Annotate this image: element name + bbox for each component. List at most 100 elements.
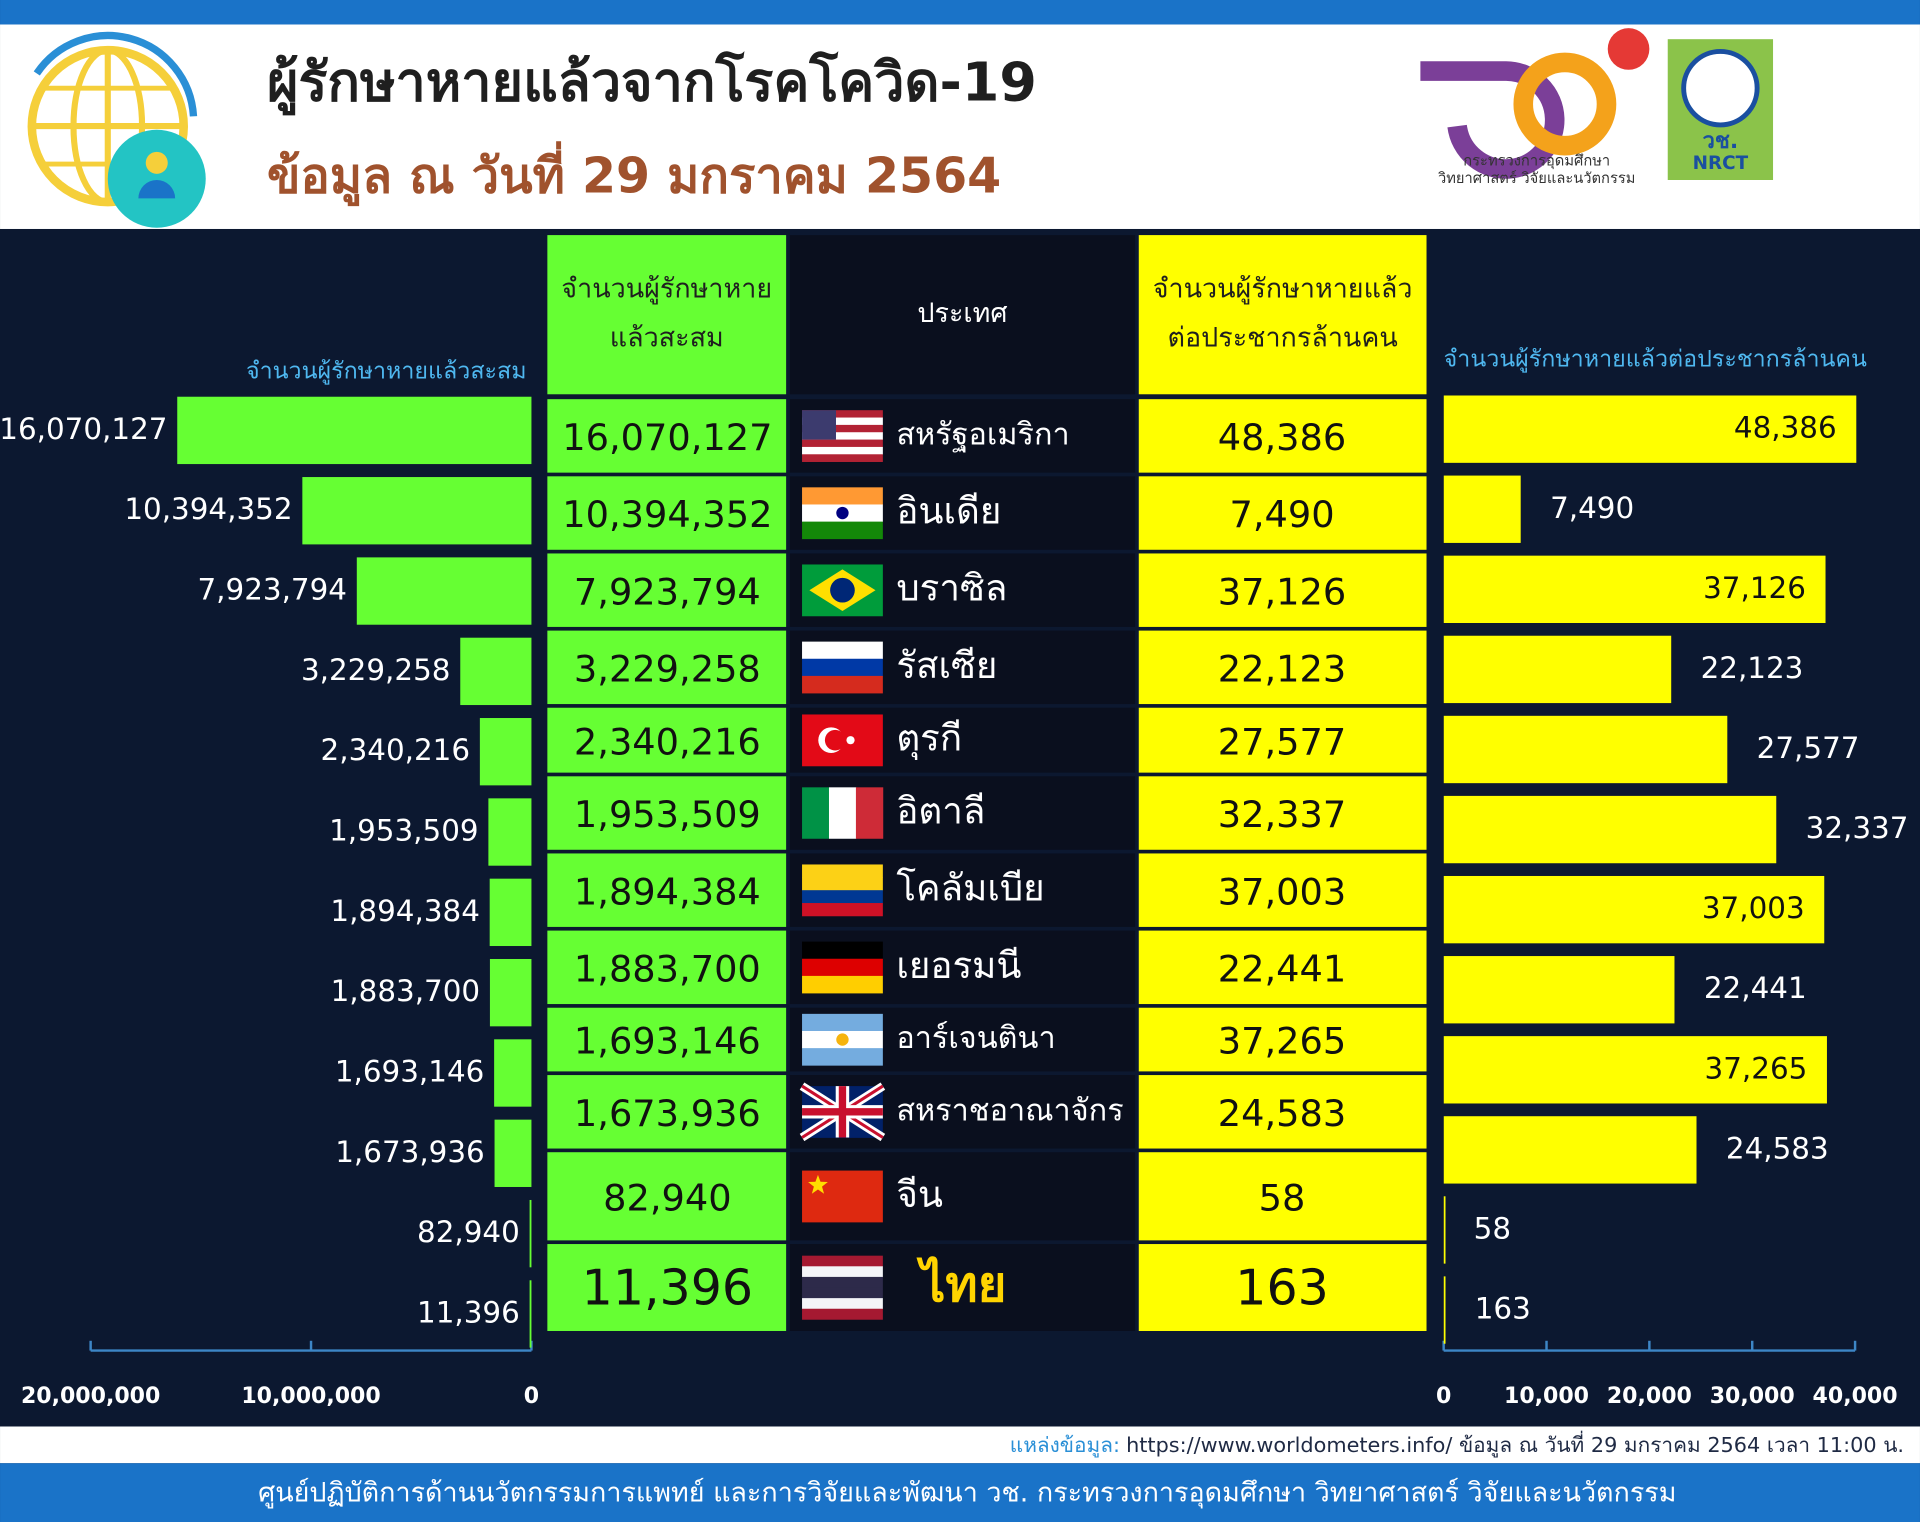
globe-icon — [27, 31, 206, 228]
header-cell — [789, 235, 1136, 395]
value-label: 37,265 — [1705, 1051, 1808, 1085]
flag-part — [802, 487, 883, 505]
bar — [489, 878, 532, 947]
header-cell — [1138, 235, 1427, 395]
value-label: 48,386 — [1734, 411, 1837, 445]
value-label: 37,003 — [1702, 891, 1805, 925]
table-cell — [1138, 853, 1427, 927]
source-label: แหล่งข้อมูล: — [1010, 1433, 1120, 1458]
flag-part — [802, 941, 883, 960]
value-label: 82,940 — [417, 1215, 520, 1249]
cell-per-million: 32,337 — [1218, 793, 1346, 836]
bar — [1443, 475, 1521, 543]
value-label: 2,340,216 — [321, 733, 471, 767]
flag-part — [828, 787, 857, 839]
table-cell — [547, 707, 787, 773]
cell-country: อาร์เจนตินา — [896, 1021, 1055, 1056]
cell-per-million: 37,003 — [1218, 870, 1346, 913]
flag-part — [846, 736, 855, 745]
value-label: 163 — [1475, 1292, 1531, 1326]
flag-part — [824, 729, 846, 751]
bars — [1443, 395, 1857, 1344]
flag-part — [802, 864, 883, 878]
bar — [1443, 1116, 1697, 1184]
column-header: จำนวนผู้รักษาหายแล้ว — [1153, 274, 1413, 305]
footer-band — [0, 1463, 1920, 1522]
flag-part — [802, 1266, 883, 1278]
bar — [1443, 1276, 1446, 1344]
column-header: แล้วสะสม — [610, 323, 724, 354]
table-cell — [547, 853, 787, 927]
bar — [488, 798, 532, 866]
bar — [1443, 635, 1672, 704]
cell-cumulative: 1,953,509 — [574, 793, 761, 836]
value-label: 1,883,700 — [331, 974, 481, 1008]
bar — [460, 637, 532, 706]
value-label: 24,583 — [1726, 1131, 1829, 1165]
flag-part — [855, 787, 884, 839]
bar — [479, 718, 532, 786]
cell-per-million: 48,386 — [1218, 416, 1346, 459]
flag-part — [802, 1287, 883, 1299]
flag-part — [802, 424, 883, 433]
footer: ศูนย์ปฏิบัติการด้านนวัตกรรมการแพทย์ และก… — [258, 1477, 1676, 1508]
flag — [802, 941, 883, 994]
cell-cumulative: 1,673,936 — [574, 1092, 761, 1135]
table-cell — [1138, 930, 1427, 1005]
flag-part — [802, 1255, 883, 1267]
cell-cumulative: 2,340,216 — [574, 720, 761, 763]
bars — [177, 396, 532, 1348]
value-label: 22,441 — [1704, 971, 1807, 1005]
flag-part — [802, 439, 883, 448]
cell-per-million: 7,490 — [1229, 493, 1334, 536]
table-cell — [547, 399, 787, 473]
flag-part — [802, 410, 836, 440]
x-tick-label: 20,000,000 — [21, 1384, 160, 1409]
flag-part — [802, 417, 883, 426]
flag-part — [802, 521, 883, 540]
source-band — [0, 1426, 1920, 1464]
header-cell — [547, 235, 787, 395]
table-cell — [547, 930, 787, 1005]
cell-cumulative: 7,923,794 — [574, 570, 761, 613]
table-cell — [547, 630, 787, 705]
table-cell — [547, 776, 787, 850]
table-cell — [1138, 1007, 1427, 1072]
value-label: 1,673,936 — [335, 1135, 485, 1169]
value-label: 37,126 — [1703, 571, 1806, 605]
table-cell — [1138, 630, 1427, 705]
cell-per-million: 22,441 — [1218, 947, 1346, 990]
ministry-logo: กระทรวงการอุดมศึกษา วิทยาศาสตร์ วิจัยและ… — [1420, 28, 1650, 187]
cell-per-million: 58 — [1259, 1176, 1306, 1219]
flag-part — [836, 506, 849, 520]
bar — [177, 396, 532, 465]
value-label: 11,396 — [417, 1295, 520, 1329]
column-header: ต่อประชากรล้านคน — [1168, 323, 1398, 354]
table-cell — [1138, 399, 1427, 473]
bar — [1443, 395, 1857, 463]
x-tick-label: 10,000,000 — [241, 1384, 380, 1409]
x-tick-label: 20,000 — [1607, 1384, 1692, 1409]
bar — [489, 958, 532, 1027]
cell-per-million: 22,123 — [1218, 648, 1346, 691]
cell-cumulative: 1,894,384 — [574, 870, 761, 913]
flag-part — [802, 958, 883, 977]
cell-cumulative: 82,940 — [603, 1176, 731, 1219]
x-tick-label: 40,000 — [1813, 1384, 1898, 1409]
x-tick-label: 30,000 — [1710, 1384, 1795, 1409]
cell-country: สหรัฐอเมริกา — [896, 417, 1069, 452]
chart-title: จำนวนผู้รักษาหายแล้วต่อประชากรล้านคน — [1444, 345, 1867, 373]
cell-cumulative: 16,070,127 — [562, 416, 772, 459]
logo-text: NRCT — [1693, 153, 1749, 174]
flag — [802, 487, 883, 540]
flag — [802, 787, 884, 839]
source-text: https://www.worldometers.info/ ข้อมูล ณ … — [1126, 1431, 1904, 1458]
flag — [802, 641, 883, 694]
table-cell — [1138, 1075, 1427, 1149]
table-cell — [547, 1075, 787, 1149]
bar — [1443, 875, 1825, 944]
title: ผู้รักษาหายแล้วจากโรคโควิด-19 — [267, 50, 1037, 115]
cell-country: สหราชอาณาจักร — [896, 1093, 1123, 1128]
